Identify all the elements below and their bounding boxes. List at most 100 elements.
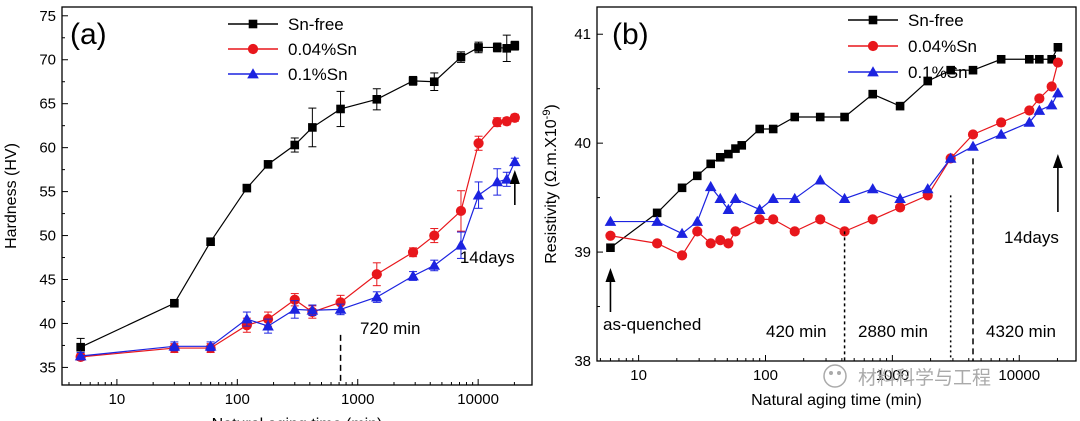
y-tick-label: 45: [39, 272, 56, 289]
data-point: [921, 183, 934, 194]
watermark-icon-dot: [837, 371, 841, 375]
data-point: [840, 112, 849, 122]
data-point: [692, 226, 703, 237]
series-line: [610, 62, 1059, 257]
data-point: [895, 101, 905, 111]
data-point: [704, 180, 717, 192]
data-point: [500, 173, 513, 184]
data-point: [262, 320, 274, 331]
data-point: [491, 176, 504, 187]
data-point: [946, 65, 955, 75]
data-point: [1052, 87, 1064, 98]
data-point: [74, 350, 87, 361]
data-point: [289, 294, 300, 305]
data-point: [372, 95, 382, 104]
data-point: [242, 183, 252, 193]
data-point: [473, 138, 484, 149]
data-point: [509, 155, 521, 167]
data-point: [1023, 116, 1036, 127]
arrow-14days-head: [509, 170, 520, 184]
annotation-14days: 14days: [1004, 228, 1059, 247]
x-tick-label: 10000: [998, 367, 1040, 384]
data-point: [868, 89, 878, 99]
data-point: [894, 192, 906, 204]
data-point: [1024, 105, 1035, 116]
data-point: [510, 41, 520, 50]
annotation-720-min: 720 min: [360, 319, 420, 338]
data-point: [995, 128, 1007, 139]
arrow-as-quenched-head: [605, 268, 616, 282]
annotation-as-quenched: as-quenched: [603, 315, 701, 334]
x-tick-label: 1000: [341, 391, 374, 408]
plot-frame: [61, 6, 533, 386]
data-point: [456, 52, 466, 62]
legend-label: 0.04%Sn: [288, 40, 357, 59]
data-point: [944, 152, 957, 163]
x-axis-title: Natural aging time (min): [212, 416, 383, 421]
data-point: [996, 54, 1006, 64]
data-point: [455, 205, 467, 217]
data-point: [677, 183, 687, 193]
data-point: [1052, 57, 1063, 68]
data-point: [768, 124, 778, 134]
data-point: [1046, 81, 1057, 92]
data-point: [371, 269, 382, 280]
y-tick-label: 65: [39, 96, 56, 113]
data-point: [790, 112, 800, 122]
y-axis-title-superscript: -9: [541, 110, 553, 120]
data-point: [839, 226, 850, 237]
legend-marker: [247, 43, 259, 55]
x-tick-label: 10000: [457, 391, 499, 408]
data-point: [1035, 54, 1044, 64]
x-axis-title: Natural aging time (min): [751, 392, 922, 409]
data-point: [706, 159, 716, 169]
data-point: [204, 340, 217, 351]
x-tick-label: 10: [630, 367, 647, 384]
data-point: [429, 77, 439, 87]
data-point: [838, 192, 851, 204]
legend-marker: [247, 68, 259, 79]
y-tick-label: 55: [39, 184, 56, 201]
data-point: [76, 342, 85, 352]
data-point: [676, 250, 688, 261]
data-point: [334, 303, 347, 314]
series-line: [610, 92, 1059, 235]
data-point: [290, 140, 300, 150]
y-tick-label: 70: [39, 52, 56, 69]
legend-marker: [248, 19, 258, 29]
data-point: [894, 202, 906, 213]
series-Sn-free: [76, 34, 520, 357]
chart-panel-b: 10 100 1000 10000 38 39 40 41 Natural aging time…: [541, 6, 1077, 409]
y-tick-label: 41: [574, 26, 591, 43]
y-tick-label: 35: [39, 359, 56, 376]
data-point: [768, 214, 779, 225]
data-point: [336, 104, 345, 114]
data-point: [715, 234, 726, 246]
x-tick-label: 100: [753, 367, 778, 384]
data-point: [1034, 93, 1045, 104]
data-point: [1047, 54, 1056, 64]
data-point: [335, 297, 346, 308]
annotation-4320-min: 4320 min: [986, 322, 1056, 341]
data-point: [606, 243, 615, 253]
data-point: [501, 116, 512, 127]
data-point: [814, 174, 827, 185]
data-point: [767, 192, 779, 204]
data-point: [170, 298, 179, 308]
data-point: [288, 303, 301, 314]
y-axis-title: Hardness (HV): [3, 143, 20, 249]
legend-label: 0.1%Sn: [908, 63, 968, 82]
data-point: [723, 238, 734, 249]
data-point: [1033, 104, 1046, 115]
legend-label: Sn-free: [288, 15, 344, 34]
data-point: [789, 226, 800, 237]
data-point: [241, 313, 253, 324]
series-0.1%Sn: [74, 155, 521, 361]
y-tick-label: 40: [574, 135, 591, 152]
data-point: [206, 237, 215, 247]
x-tick-label: 1000: [876, 367, 909, 384]
data-point: [308, 123, 317, 132]
data-point: [652, 238, 663, 249]
data-point: [866, 183, 879, 194]
